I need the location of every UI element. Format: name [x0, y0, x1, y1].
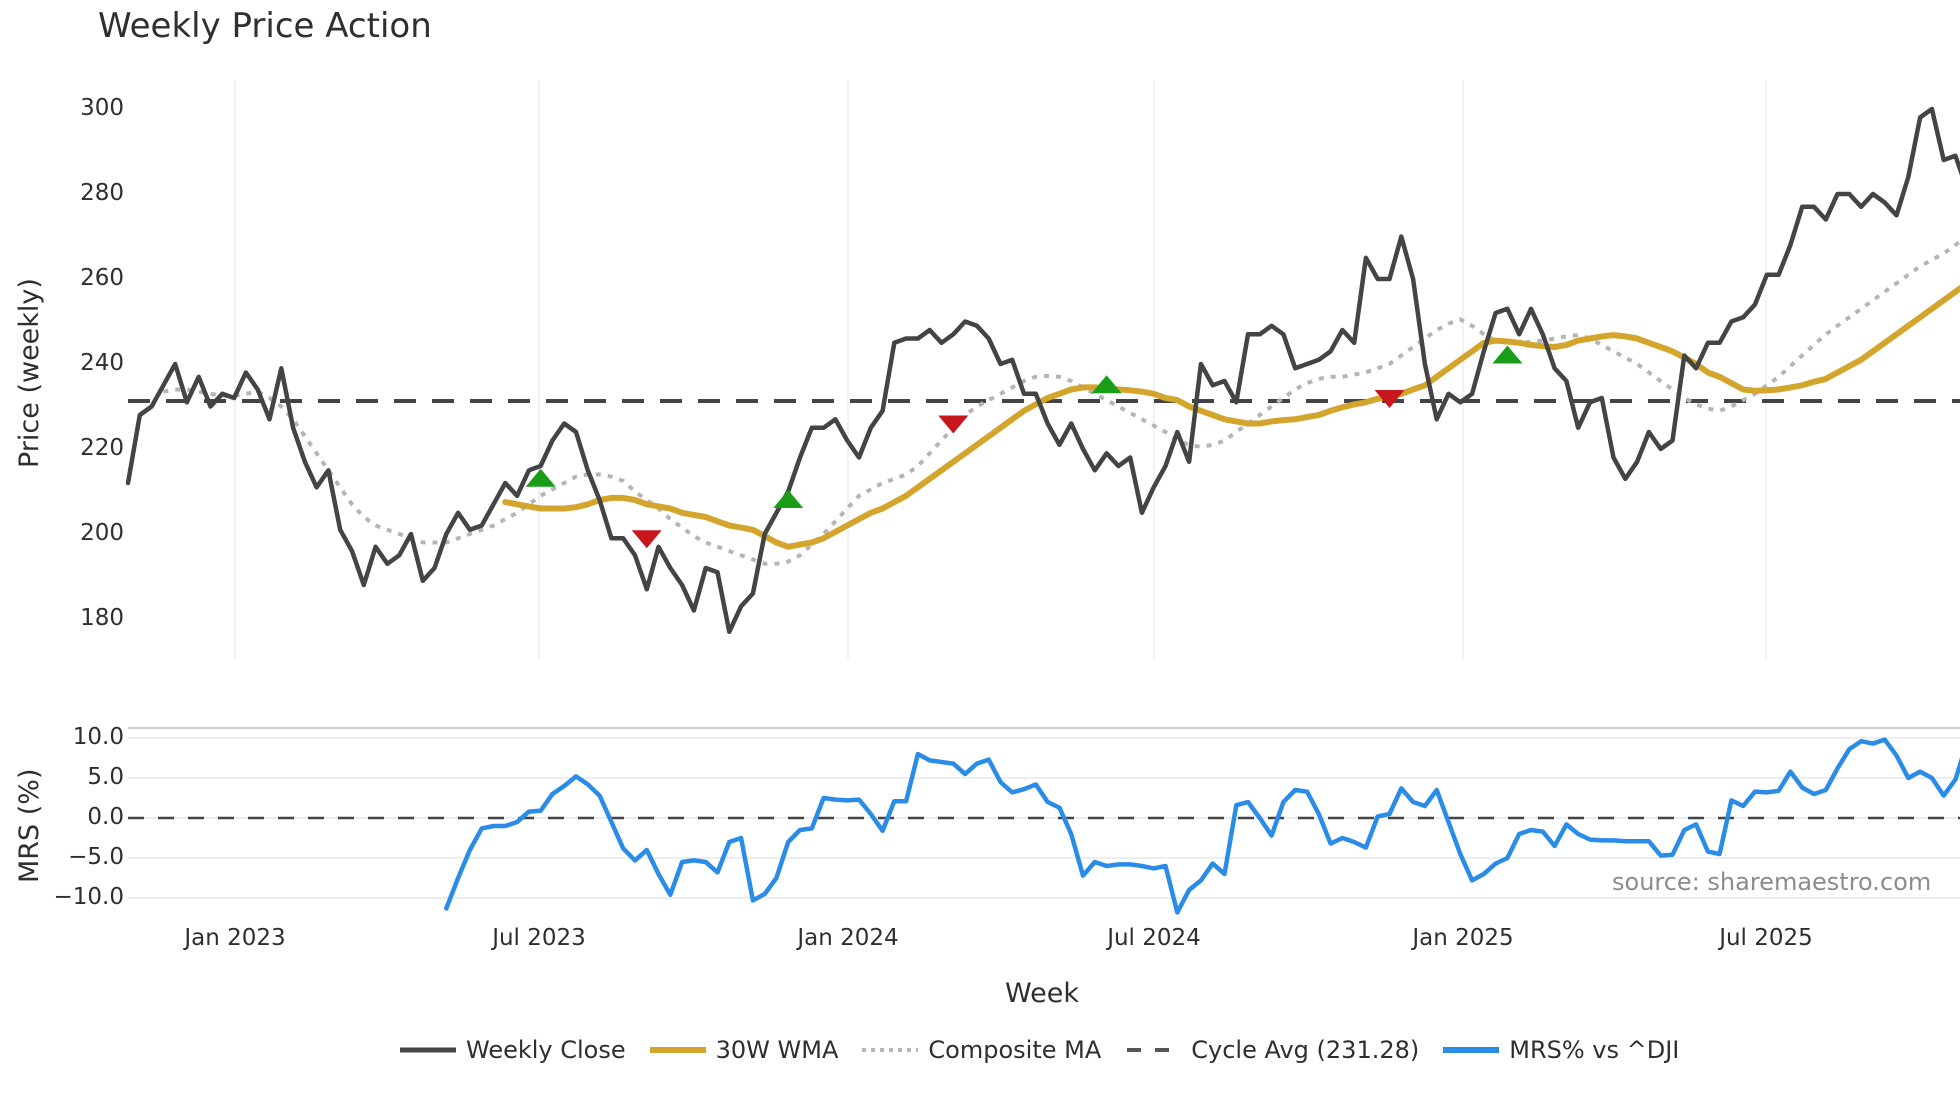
dashed-line-icon [1127, 1048, 1182, 1052]
legend-item-weekly-close[interactable]: Weekly Close [398, 1036, 626, 1064]
price-tick-240: 240 [80, 350, 124, 376]
signal-markers [525, 345, 1523, 549]
mrs-plot [128, 737, 1960, 915]
x-tick-jul-2025: Jul 2025 [1719, 925, 1813, 951]
price-plot [125, 106, 1960, 635]
x-tick-jul-2024: Jul 2024 [1107, 925, 1201, 951]
price-tick-300: 300 [80, 95, 124, 121]
legend-item-mrs[interactable]: MRS% vs ^DJI [1441, 1036, 1679, 1064]
price-tick-260: 260 [80, 265, 124, 291]
price-tick-180: 180 [80, 605, 124, 631]
x-axis-title: Week [1005, 978, 1079, 1009]
legend: Weekly Close 30W WMA Composite MA Cycle … [398, 1036, 1701, 1064]
legend-item-composite-ma[interactable]: Composite MA [860, 1036, 1101, 1064]
mrs-tick-5: 5.0 [87, 764, 124, 790]
chart-title: Weekly Price Action [98, 6, 432, 46]
x-tick-jan-2024: Jan 2024 [797, 925, 899, 951]
price-gridlines [234, 80, 1767, 660]
mrs-tick-neg5: −5.0 [68, 844, 124, 870]
x-tick-jan-2023: Jan 2023 [184, 925, 286, 951]
mrs-tick-10: 10.0 [72, 724, 124, 750]
solid-line-icon [649, 1047, 706, 1053]
legend-label: 30W WMA [715, 1036, 839, 1064]
solid-line-icon [1443, 1047, 1500, 1053]
price-tick-220: 220 [80, 435, 124, 461]
legend-label: Cycle Avg (231.28) [1191, 1036, 1420, 1064]
legend-item-cycle-avg[interactable]: Cycle Avg (231.28) [1123, 1036, 1419, 1064]
dotted-line-icon [862, 1048, 919, 1052]
legend-label: MRS% vs ^DJI [1509, 1036, 1680, 1064]
x-tick-jul-2023: Jul 2023 [492, 925, 586, 951]
legend-label: Composite MA [928, 1036, 1102, 1064]
mrs-tick-neg10: −10.0 [53, 884, 124, 910]
x-tick-jan-2025: Jan 2025 [1412, 925, 1514, 951]
price-tick-200: 200 [80, 520, 124, 546]
mrs-tick-0: 0.0 [87, 804, 124, 830]
price-tick-280: 280 [80, 180, 124, 206]
legend-item-30w-wma[interactable]: 30W WMA [648, 1036, 839, 1064]
legend-label: Weekly Close [466, 1036, 626, 1064]
source-watermark: source: sharemaestro.com [1612, 868, 1932, 896]
solid-line-icon [400, 1047, 456, 1053]
